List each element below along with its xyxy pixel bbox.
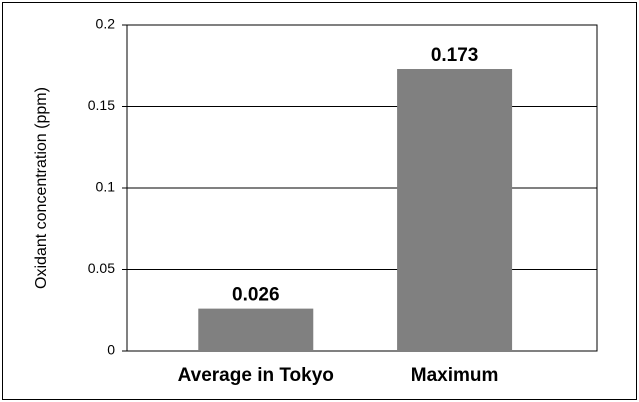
bar (397, 69, 513, 351)
value-label: 0.026 (232, 285, 280, 306)
x-tick-label: Average in Tokyo (178, 365, 334, 386)
y-tick-label: 0 (107, 342, 115, 358)
x-tick-label: Maximum (411, 365, 499, 386)
y-tick-label: 0.2 (96, 16, 116, 32)
value-label: 0.173 (431, 45, 479, 66)
y-tick-label: 0.15 (88, 97, 115, 113)
y-axis-label: Oxidant concentration (ppm) (33, 87, 50, 289)
bar (198, 308, 314, 351)
y-tick-label: 0.1 (96, 179, 116, 195)
y-tick-label: 0.05 (88, 260, 115, 276)
